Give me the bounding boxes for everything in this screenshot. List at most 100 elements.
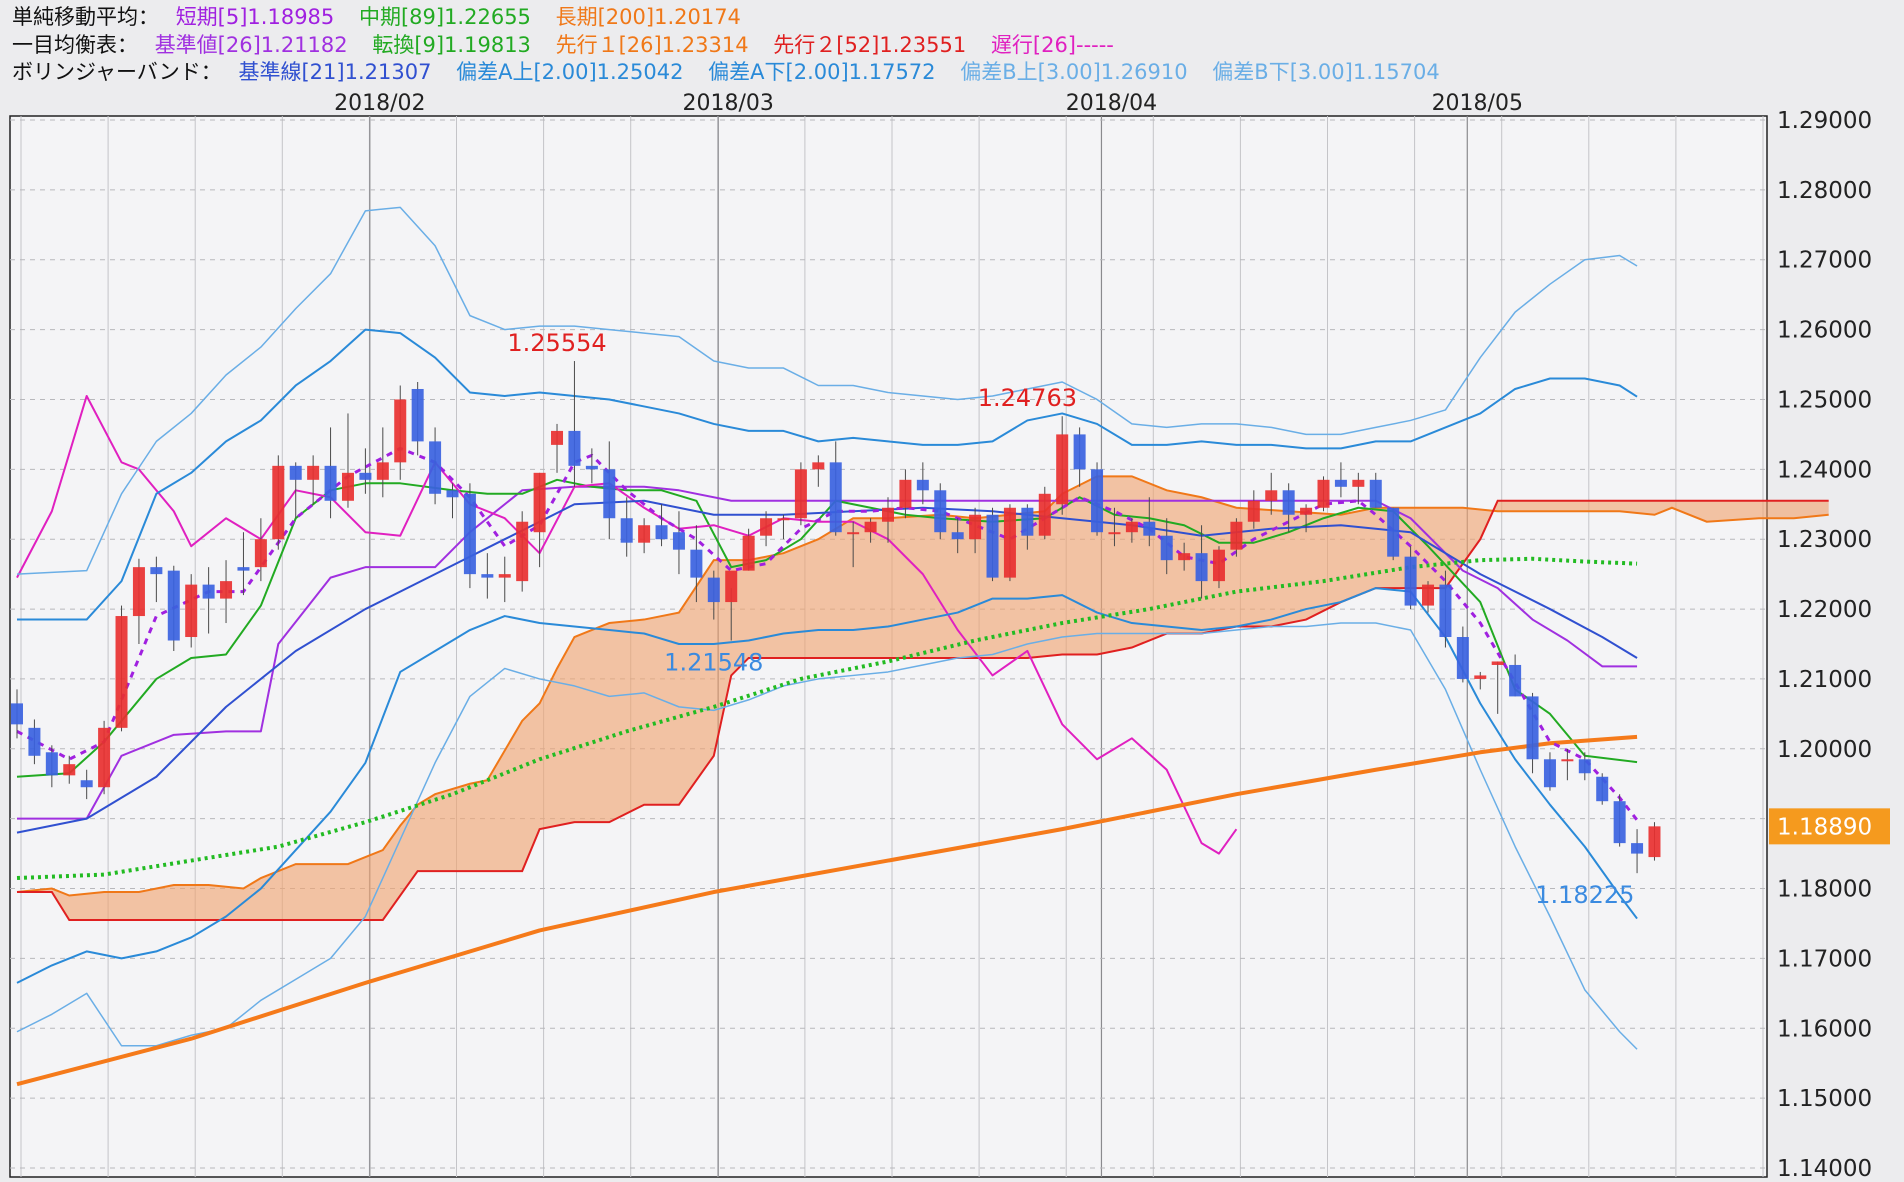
candle[interactable]	[1247, 490, 1260, 529]
candle[interactable]	[794, 462, 807, 526]
candle[interactable]	[1543, 752, 1556, 791]
candle[interactable]	[533, 472, 546, 568]
candle[interactable]	[394, 385, 407, 480]
candle[interactable]	[1091, 462, 1104, 536]
candle[interactable]	[11, 689, 23, 739]
candle[interactable]	[1596, 773, 1609, 805]
candle[interactable]	[1143, 497, 1156, 547]
candle[interactable]	[45, 745, 58, 788]
candle[interactable]	[760, 511, 773, 547]
candle[interactable]	[150, 556, 163, 603]
candle[interactable]	[1456, 626, 1469, 683]
candle[interactable]	[1160, 518, 1173, 575]
candle[interactable]	[1631, 829, 1644, 874]
candle[interactable]	[1282, 483, 1295, 533]
candle[interactable]	[1387, 507, 1400, 561]
candle[interactable]	[951, 518, 964, 554]
candle[interactable]	[80, 769, 93, 800]
candle[interactable]	[1509, 654, 1522, 697]
candle[interactable]	[847, 521, 860, 568]
candle[interactable]	[812, 455, 825, 487]
candle[interactable]	[376, 427, 389, 498]
candle[interactable]	[254, 518, 267, 582]
candle[interactable]	[655, 504, 668, 547]
candle[interactable]	[969, 507, 982, 554]
candle[interactable]	[1439, 570, 1452, 648]
candle[interactable]	[882, 497, 894, 543]
candle[interactable]	[1073, 427, 1086, 487]
candle[interactable]	[1648, 822, 1661, 861]
candle[interactable]	[829, 441, 842, 536]
candle[interactable]	[1038, 486, 1051, 540]
candle[interactable]	[28, 719, 41, 765]
candle[interactable]	[568, 361, 581, 487]
candle[interactable]	[916, 462, 929, 505]
candle[interactable]	[690, 525, 703, 603]
candle[interactable]	[672, 511, 685, 575]
candle[interactable]	[1352, 472, 1365, 505]
candle[interactable]	[1178, 542, 1191, 571]
candle[interactable]	[1300, 504, 1313, 533]
candle[interactable]	[1265, 472, 1278, 515]
candle[interactable]	[272, 455, 285, 550]
candle[interactable]	[167, 565, 180, 651]
candle[interactable]	[725, 570, 738, 641]
candle[interactable]	[1125, 518, 1138, 543]
candle[interactable]	[498, 556, 511, 603]
candle-body	[551, 430, 564, 445]
candle[interactable]	[620, 497, 633, 557]
candles[interactable]	[11, 361, 1661, 874]
candle[interactable]	[1317, 476, 1330, 512]
candle[interactable]	[1422, 581, 1435, 613]
candle[interactable]	[202, 567, 215, 634]
candle[interactable]	[603, 441, 616, 540]
candle[interactable]	[1056, 416, 1069, 515]
candle[interactable]	[324, 427, 337, 519]
candle[interactable]	[307, 455, 320, 505]
candle[interactable]	[1021, 504, 1034, 550]
candle[interactable]	[359, 448, 372, 494]
candle[interactable]	[1212, 546, 1225, 589]
candle[interactable]	[63, 755, 76, 784]
candle[interactable]	[185, 574, 198, 648]
candle[interactable]	[289, 462, 302, 519]
candle[interactable]	[429, 427, 442, 505]
candle[interactable]	[1404, 546, 1417, 610]
candle[interactable]	[1108, 507, 1121, 547]
candle[interactable]	[551, 423, 564, 473]
candle[interactable]	[899, 469, 912, 519]
candle[interactable]	[1230, 518, 1243, 557]
candle[interactable]	[1334, 462, 1347, 498]
candle[interactable]	[1578, 752, 1591, 781]
candle[interactable]	[446, 483, 459, 519]
candle[interactable]	[1613, 794, 1626, 847]
candle[interactable]	[132, 558, 145, 644]
candle-body	[986, 514, 999, 578]
candle[interactable]	[864, 518, 877, 543]
candle[interactable]	[115, 605, 128, 732]
candle[interactable]	[742, 528, 755, 571]
candle[interactable]	[1491, 661, 1504, 714]
candle[interactable]	[481, 553, 494, 599]
candle[interactable]	[463, 483, 476, 589]
candle[interactable]	[411, 382, 424, 456]
candle[interactable]	[638, 518, 651, 554]
candle[interactable]	[1526, 692, 1539, 774]
candle[interactable]	[220, 560, 233, 624]
candle[interactable]	[1369, 472, 1382, 508]
candle[interactable]	[516, 511, 529, 592]
candle[interactable]	[986, 507, 999, 582]
candle[interactable]	[934, 483, 947, 540]
candle[interactable]	[1474, 671, 1487, 690]
candle[interactable]	[1195, 525, 1208, 599]
candle[interactable]	[585, 448, 598, 484]
candle[interactable]	[341, 413, 354, 508]
candle[interactable]	[1003, 504, 1016, 582]
candle[interactable]	[237, 532, 250, 596]
candle-body	[951, 532, 964, 540]
candle[interactable]	[98, 720, 111, 795]
candle[interactable]	[707, 570, 720, 620]
candle[interactable]	[777, 514, 790, 540]
candle[interactable]	[1561, 748, 1574, 781]
